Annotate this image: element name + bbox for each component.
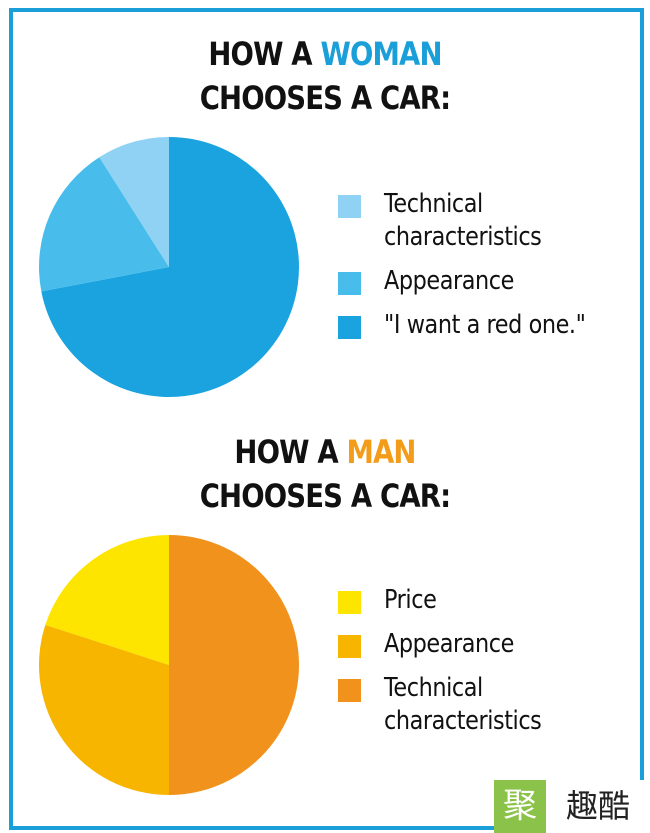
title-prefix: HOW A <box>208 35 321 73</box>
pie-slice <box>45 535 169 665</box>
watermark-logo: 聚 趣酷 <box>494 780 650 833</box>
legend-woman: Technical characteristics Appearance "I wan… <box>338 188 624 353</box>
legend-man: Price Appearance Technical characteristics <box>338 584 624 749</box>
legend-swatch <box>338 316 361 339</box>
legend-item: "I want a red one." <box>338 309 624 342</box>
title-line1: HOW A MAN <box>46 430 605 474</box>
pie-slice <box>41 137 300 397</box>
legend-swatch <box>338 591 361 614</box>
legend-swatch <box>338 679 361 702</box>
pie-chart-man <box>38 535 299 795</box>
pie-slice <box>99 137 169 267</box>
chart-title-woman: HOW A WOMAN CHOOSES A CAR: <box>46 32 605 120</box>
pie-slice <box>169 535 299 795</box>
legend-swatch <box>338 272 361 295</box>
legend-label: Appearance <box>384 629 514 659</box>
border-frame <box>9 8 644 830</box>
pie-slice <box>38 624 170 795</box>
title-line1: HOW A WOMAN <box>46 32 605 76</box>
legend-label: Price <box>384 585 437 615</box>
chart-title-man: HOW A MAN CHOOSES A CAR: <box>46 430 605 518</box>
legend-swatch <box>338 635 361 658</box>
legend-label: Technical characteristics <box>384 673 542 736</box>
title-line2: CHOOSES A CAR: <box>199 477 451 515</box>
pie-chart-woman <box>39 137 300 397</box>
legend-label: "I want a red one." <box>384 310 586 340</box>
title-line2: CHOOSES A CAR: <box>199 79 451 117</box>
legend-label: Appearance <box>384 266 514 296</box>
legend-swatch <box>338 195 361 218</box>
legend-label: Technical characteristics <box>384 189 542 252</box>
legend-item: Appearance <box>338 628 624 661</box>
watermark-left: 聚 <box>494 780 546 833</box>
legend-item: Technical characteristics <box>338 672 624 738</box>
legend-item: Appearance <box>338 265 624 298</box>
legend-item: Price <box>338 584 624 617</box>
pie-slice <box>39 157 169 292</box>
title-highlight: MAN <box>346 433 416 471</box>
title-highlight: WOMAN <box>320 35 442 73</box>
watermark-right: 趣酷 <box>546 780 650 833</box>
legend-item: Technical characteristics <box>338 188 624 254</box>
title-prefix: HOW A <box>234 433 347 471</box>
